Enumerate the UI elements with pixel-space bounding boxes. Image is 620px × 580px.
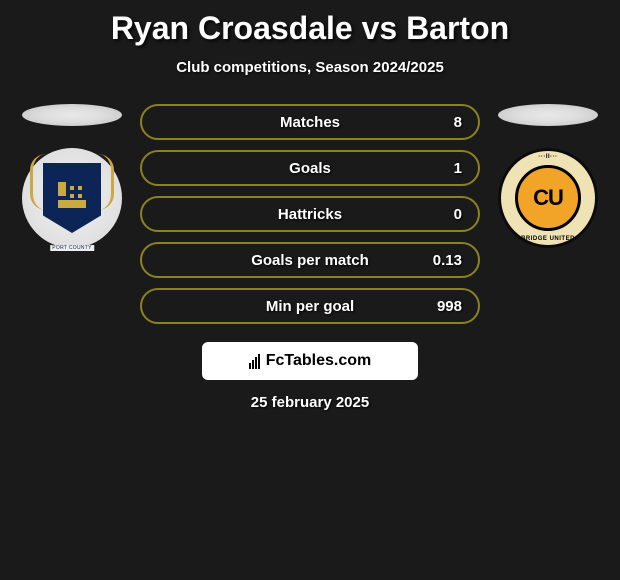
crest-detail-icon <box>52 178 92 218</box>
subtitle: Club competitions, Season 2024/2025 <box>0 59 620 76</box>
root: Ryan Croasdale vs Barton Club competitio… <box>0 0 620 411</box>
stat-label: Hattricks <box>278 206 342 223</box>
crest-inner-circle: CU <box>515 165 581 231</box>
stat-value-right: 1 <box>454 160 462 177</box>
brand-text: FcTables.com <box>266 352 372 370</box>
player-left-silhouette <box>22 104 122 126</box>
comparison-row: PORT COUNTY Matches 8 Goals 1 Hattricks 0 Goal… <box>0 104 620 324</box>
player-right-silhouette <box>498 104 598 126</box>
stat-label: Matches <box>280 114 340 131</box>
date-text: 25 february 2025 <box>0 394 620 411</box>
stat-bar: Goals 1 <box>140 150 480 186</box>
stat-value-right: 8 <box>454 114 462 131</box>
stat-label: Goals per match <box>251 252 369 269</box>
crest-ribbon-text: PORT COUNTY <box>50 245 94 251</box>
stat-bar: Hattricks 0 <box>140 196 480 232</box>
stat-bar: Min per goal 998 <box>140 288 480 324</box>
stat-value-right: 0 <box>454 206 462 223</box>
club-badge-right: ···II··· CU ·BRIDGE UNITED· <box>498 148 598 248</box>
stat-value-right: 998 <box>437 298 462 315</box>
stat-label: Goals <box>289 160 331 177</box>
brand-badge[interactable]: FcTables.com <box>202 342 418 380</box>
stat-label: Min per goal <box>266 298 354 315</box>
page-title: Ryan Croasdale vs Barton <box>0 10 620 47</box>
crest-shield <box>43 163 101 233</box>
crest-outer-ring: ···II··· CU ·BRIDGE UNITED· <box>501 151 595 245</box>
club-badge-left: PORT COUNTY <box>22 148 122 248</box>
stat-bar: Goals per match 0.13 <box>140 242 480 278</box>
crest-ring-text-bottom: ·BRIDGE UNITED· <box>501 236 595 242</box>
player-left-column: PORT COUNTY <box>22 104 122 248</box>
bars-icon <box>249 354 260 369</box>
crest-ring-text-top: ···II··· <box>501 154 595 160</box>
stats-column: Matches 8 Goals 1 Hattricks 0 Goals per match 0… <box>140 104 480 324</box>
stat-bar: Matches 8 <box>140 104 480 140</box>
stat-value-right: 0.13 <box>433 252 462 269</box>
player-right-column: ···II··· CU ·BRIDGE UNITED· <box>498 104 598 248</box>
